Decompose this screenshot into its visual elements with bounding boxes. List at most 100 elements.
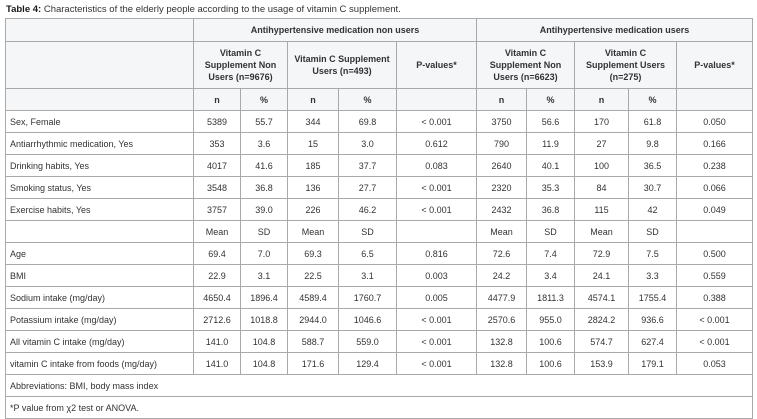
cell: 104.8	[240, 352, 288, 375]
header-p-values-2: P-values*	[675, 41, 754, 89]
table-row: Potassium intake (mg/day) 2712.6 1018.8 …	[5, 308, 754, 331]
subheader-row-mean-sd: Mean SD Mean SD Mean SD Mean SD	[5, 220, 754, 243]
cell: 1896.4	[240, 286, 288, 309]
row-label: vitamin C intake from foods (mg/day)	[5, 352, 194, 375]
cell: 104.8	[240, 330, 288, 353]
cell: 55.7	[240, 110, 288, 133]
table-row: Exercise habits, Yes 3757 39.0 226 46.2 …	[5, 198, 754, 221]
cell: 3.0	[338, 132, 397, 155]
row-label: All vitamin C intake (mg/day)	[5, 330, 194, 353]
row-label: Smoking status, Yes	[5, 176, 194, 199]
cell: < 0.001	[396, 110, 477, 133]
cell: 132.8	[476, 330, 527, 353]
cell: 3757	[193, 198, 241, 221]
row-label: Sodium intake (mg/day)	[5, 286, 194, 309]
cell: < 0.001	[396, 330, 477, 353]
footnote-abbreviations: Abbreviations: BMI, body mass index	[4, 374, 754, 397]
cell: 56.6	[526, 110, 575, 133]
cell: 2320	[476, 176, 527, 199]
cell: 15	[287, 132, 339, 155]
cell: 0.053	[675, 352, 754, 375]
subheader-sd: SD	[240, 220, 288, 243]
cell: 0.238	[675, 154, 754, 177]
cell: < 0.001	[675, 330, 754, 353]
subheader-blank	[675, 220, 754, 243]
subheader-sd: SD	[338, 220, 397, 243]
cell: 136	[287, 176, 339, 199]
cell: 3548	[193, 176, 241, 199]
cell: 2944.0	[287, 308, 339, 331]
cell: 42	[628, 198, 677, 221]
cell: 115	[574, 198, 629, 221]
header-n: n	[193, 88, 241, 111]
cell: 46.2	[338, 198, 397, 221]
cell: 1046.6	[338, 308, 397, 331]
cell: 4650.4	[193, 286, 241, 309]
cell: 4477.9	[476, 286, 527, 309]
header-row-units: n % n % n % n %	[5, 88, 754, 111]
table-row: BMI 22.9 3.1 22.5 3.1 0.003 24.2 3.4 24.…	[5, 264, 754, 287]
cell: 4017	[193, 154, 241, 177]
subheader-sd: SD	[628, 220, 677, 243]
cell: 69.8	[338, 110, 397, 133]
header-blank	[5, 88, 194, 111]
characteristics-table: Antihypertensive medication non users An…	[4, 18, 754, 419]
cell: 41.6	[240, 154, 288, 177]
row-label: Sex, Female	[5, 110, 194, 133]
cell: < 0.001	[396, 176, 477, 199]
cell: < 0.001	[396, 198, 477, 221]
cell: 7.0	[240, 242, 288, 265]
footnote-pvalue: *P value from χ2 test or ANOVA.	[4, 396, 754, 419]
row-label: BMI	[5, 264, 194, 287]
row-label: Age	[5, 242, 194, 265]
cell: 36.5	[628, 154, 677, 177]
cell: 3.4	[526, 264, 575, 287]
footnote-row: *P value from χ2 test or ANOVA.	[4, 396, 754, 419]
header-vc-non-users-1: Vitamin C Supplement Non Users (n=9676)	[193, 41, 288, 89]
cell: 30.7	[628, 176, 677, 199]
cell: 2432	[476, 198, 527, 221]
cell: 37.7	[338, 154, 397, 177]
cell: 100	[574, 154, 629, 177]
header-n: n	[476, 88, 527, 111]
cell: 141.0	[193, 352, 241, 375]
cell: 40.1	[526, 154, 575, 177]
header-pct: %	[526, 88, 575, 111]
cell: < 0.001	[396, 352, 477, 375]
subheader-sd: SD	[526, 220, 575, 243]
subheader-blank	[396, 220, 477, 243]
header-group-users: Antihypertensive medication users	[475, 18, 754, 42]
cell: 1755.4	[628, 286, 677, 309]
cell: 22.5	[287, 264, 339, 287]
cell: 0.612	[396, 132, 477, 155]
table-body: Antihypertensive medication non users An…	[4, 18, 754, 419]
cell: 559.0	[338, 330, 397, 353]
cell: 27	[574, 132, 629, 155]
header-vc-users-2: Vitamin C Supplement Users (n=275)	[574, 41, 677, 89]
cell: 2640	[476, 154, 527, 177]
cell: 7.5	[628, 242, 677, 265]
cell: 0.003	[396, 264, 477, 287]
cell: 0.166	[675, 132, 754, 155]
table-row: Age 69.4 7.0 69.3 6.5 0.816 72.6 7.4 72.…	[5, 242, 754, 265]
cell: 0.816	[396, 242, 477, 265]
subheader-blank	[5, 220, 194, 243]
cell: 72.9	[574, 242, 629, 265]
cell: 100.6	[526, 352, 575, 375]
cell: 627.4	[628, 330, 677, 353]
cell: 0.500	[675, 242, 754, 265]
cell: 153.9	[574, 352, 629, 375]
table-row: All vitamin C intake (mg/day) 141.0 104.…	[5, 330, 754, 353]
cell: 36.8	[240, 176, 288, 199]
cell: 24.2	[476, 264, 527, 287]
header-n: n	[287, 88, 339, 111]
table-row: Drinking habits, Yes 4017 41.6 185 37.7 …	[5, 154, 754, 177]
table-caption-text: Characteristics of the elderly people ac…	[43, 4, 401, 15]
cell: 3.1	[240, 264, 288, 287]
cell: 4574.1	[574, 286, 629, 309]
header-vc-users-1: Vitamin C Supplement Users (n=493)	[287, 41, 397, 89]
cell: 171.6	[287, 352, 339, 375]
header-group-non-users: Antihypertensive medication non users	[193, 18, 477, 42]
table-caption-label: Table 4:	[6, 4, 42, 15]
table-row: Smoking status, Yes 3548 36.8 136 27.7 <…	[5, 176, 754, 199]
